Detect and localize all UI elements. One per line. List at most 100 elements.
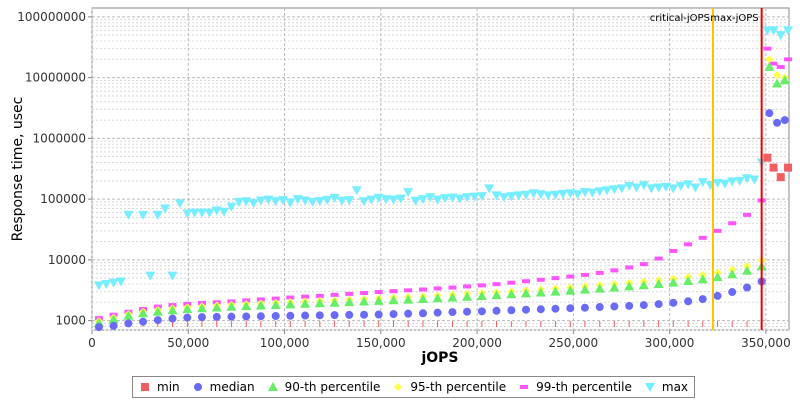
max-point — [638, 181, 649, 191]
max-point — [373, 193, 384, 203]
max-point — [712, 178, 723, 188]
99-th-percentile-point — [521, 279, 530, 284]
legend-label: 90-th percentile — [284, 380, 381, 394]
marker-label-critical-jOPS: critical-jOPS — [650, 13, 710, 24]
max-point — [587, 188, 598, 198]
legend-symbol-max — [644, 383, 655, 392]
90-th-percentile-point — [182, 304, 193, 314]
grid-lines — [91, 8, 789, 331]
90-th-percentile-point — [609, 282, 620, 292]
max-point — [506, 192, 517, 202]
max-point — [513, 191, 524, 201]
max-point — [775, 31, 786, 41]
median-point — [242, 312, 251, 321]
99-th-percentile-point — [728, 221, 737, 226]
median-point — [551, 304, 560, 313]
99-th-percentile-point — [301, 294, 310, 299]
90-th-percentile-point — [550, 286, 561, 296]
99-th-percentile-point — [698, 235, 707, 240]
legend-95-th-percentile-point — [394, 383, 403, 391]
median-point — [448, 308, 457, 317]
max-point — [189, 208, 200, 218]
x-tick-label: 300,000 — [645, 336, 695, 350]
median-point — [654, 300, 663, 309]
max-point — [690, 183, 701, 193]
median-point — [256, 312, 265, 321]
median-point — [507, 306, 516, 315]
max-point — [381, 195, 392, 205]
max-point — [278, 196, 289, 206]
median-point — [743, 283, 752, 292]
90-th-percentile-point — [476, 291, 487, 301]
median-point — [109, 321, 118, 330]
series-min — [763, 153, 793, 182]
90-th-percentile-point — [285, 299, 296, 309]
max-point — [329, 193, 340, 203]
y-tick-label: 100000 — [40, 192, 86, 206]
99-th-percentile-point — [433, 286, 442, 291]
max-point — [719, 179, 730, 189]
legend-symbol-min — [141, 383, 149, 391]
y-tick-label: 100000000 — [17, 10, 86, 24]
90-th-percentile-point — [668, 277, 679, 287]
max-point — [783, 26, 794, 36]
max-point — [101, 280, 112, 290]
min-point — [776, 173, 785, 182]
min-point — [769, 163, 778, 172]
99-th-percentile-point — [684, 242, 693, 247]
90-th-percentile-point — [196, 303, 207, 313]
marker-label-max-jOPS: max-jOPS — [710, 13, 758, 24]
max-point — [182, 209, 193, 219]
max-point — [749, 175, 760, 185]
90-th-percentile-point — [226, 301, 237, 311]
max-point — [535, 190, 546, 200]
median-point — [536, 305, 545, 314]
median-point — [521, 305, 530, 314]
max-point — [322, 195, 333, 205]
max-point — [292, 195, 303, 205]
99-th-percentile-point — [389, 289, 398, 294]
99-th-percentile-point — [418, 287, 427, 292]
median-point — [271, 312, 280, 321]
max-point — [196, 208, 207, 218]
x-tick-label: 50,000 — [167, 336, 209, 350]
max-point — [241, 197, 252, 207]
max-point — [300, 196, 311, 206]
99-th-percentile-point — [669, 248, 678, 253]
legend-label: 95-th percentile — [410, 380, 507, 394]
90-th-percentile-point — [638, 280, 649, 290]
legend-item-min: min — [139, 380, 180, 394]
max-point — [248, 199, 259, 209]
median-point — [389, 310, 398, 319]
90-th-percentile-point — [432, 293, 443, 303]
max-point — [476, 192, 487, 202]
max-point — [167, 271, 178, 281]
x-tick-label: 100,000 — [260, 336, 310, 350]
90-th-percentile-point — [344, 297, 355, 307]
y-tick-label: 10000 — [48, 253, 86, 267]
median-point — [433, 308, 442, 317]
90-th-percentile-point — [491, 290, 502, 300]
90-th-percentile-point — [300, 298, 311, 308]
max-point — [152, 210, 163, 220]
99-th-percentile-point — [654, 256, 663, 261]
max-point — [336, 196, 347, 206]
median-point — [197, 313, 206, 322]
90-th-percentile-point — [742, 265, 753, 275]
median-point — [374, 310, 383, 319]
max-point — [550, 190, 561, 200]
max-point — [226, 202, 237, 212]
series-max — [93, 26, 794, 291]
median-point — [94, 323, 103, 332]
max-point — [697, 178, 708, 188]
90-th-percentile-point — [403, 294, 414, 304]
median-point — [139, 317, 148, 326]
max-point — [742, 174, 753, 184]
max-point — [579, 188, 590, 198]
legend-max-point — [644, 383, 655, 392]
max-point — [646, 184, 657, 194]
99-th-percentile-point — [743, 212, 752, 217]
99-th-percentile-point — [784, 57, 793, 62]
90-th-percentile-point — [270, 299, 281, 309]
90-th-percentile-point — [520, 288, 531, 298]
